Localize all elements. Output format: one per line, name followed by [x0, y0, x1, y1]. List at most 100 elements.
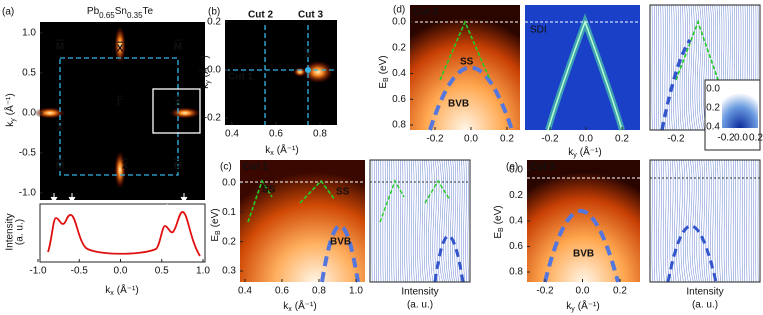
spectrum-line [707, 159, 711, 283]
x-tick-label: -0.2 [426, 134, 444, 145]
spectrum-line [671, 159, 675, 283]
x-tick-label: 0.8 [312, 286, 326, 297]
spectrum-line [692, 4, 696, 131]
spectrum-line [730, 159, 732, 283]
axis-subscript: x [110, 290, 114, 297]
axis-subscript: B [215, 230, 222, 235]
spectrum-line [660, 159, 663, 283]
y-tick-label: -0.5 [19, 148, 37, 159]
y-tick-label: 0.0 [706, 84, 720, 95]
axis-label: ky(Å⁻¹) [3, 93, 18, 126]
spectrum-line [404, 159, 406, 283]
spectrum-line [728, 159, 730, 283]
spectrum-line [658, 159, 660, 283]
y-tick-label: 0.3 [222, 266, 236, 277]
spectrum-line [391, 159, 393, 283]
axis-symbol: E [493, 232, 504, 239]
panel-label: (d) [393, 5, 405, 16]
axis-unit: (Å⁻¹) [198, 55, 211, 77]
x-tick-label: 0.8 [313, 129, 327, 140]
y-tick-label: 0.0 [392, 17, 406, 28]
inset-map [722, 84, 758, 128]
axis-unit: (Å⁻¹) [3, 93, 16, 115]
spectrum-line [438, 159, 443, 283]
axis-subscript: y [10, 118, 17, 122]
spectrum-line [443, 159, 447, 283]
spectrum-line [719, 159, 721, 283]
pocket [169, 107, 201, 119]
spectrum-line [668, 4, 671, 131]
spectrum-line [681, 4, 685, 131]
y-tick-label: 0.0 [22, 108, 36, 119]
annotation: Cut 1 [228, 72, 253, 83]
annotation: SS [336, 187, 350, 198]
spectrum-line [696, 4, 701, 131]
spectrum-line [689, 159, 694, 283]
bvb-dispersion [660, 38, 692, 131]
annotation: SS [460, 57, 474, 68]
x-tick-label: -0.2 [541, 134, 559, 145]
axis-subscript: x [288, 306, 292, 313]
y-tick-label: 0.2 [706, 103, 720, 114]
panel-label: (e) [506, 162, 518, 173]
axis-unit: (Å⁻¹) [578, 299, 600, 312]
formula-part: 0.65 [99, 11, 115, 20]
bz-point: X [305, 50, 312, 61]
spectrum-line [717, 159, 719, 283]
annotation: BVB [573, 249, 594, 260]
x-tick-label: -0.2 [717, 133, 735, 144]
spectrum-line [735, 159, 737, 283]
annotation: Cut 2 [248, 10, 273, 21]
annotation: Cut 2 [413, 7, 438, 18]
ss-dispersion [675, 19, 719, 81]
annotation: BVB [330, 237, 351, 248]
x-tick-label: 0.2 [615, 134, 629, 145]
zoom-box [152, 88, 201, 134]
spectrum-line [698, 4, 703, 131]
axis-label: kx (Å⁻¹) [283, 299, 316, 314]
spectrum-line [703, 159, 706, 283]
spectrum-line [685, 159, 689, 283]
spectrum-line [660, 4, 662, 131]
y-tick-label: 0.2 [207, 17, 221, 28]
axis-subscript: y [571, 306, 575, 313]
y-tick-label: 0.4 [706, 122, 720, 133]
y-tick-label: 0.6 [509, 241, 523, 252]
axis-label: ky(Å⁻¹) [568, 145, 601, 160]
x-tick-label: 0.2 [749, 133, 763, 144]
y-tick-label: 0.5 [22, 68, 36, 79]
spectrum-line [667, 159, 670, 283]
spectrum-line [417, 159, 420, 283]
spectrum-line [406, 159, 408, 283]
spectrum-line [651, 159, 653, 283]
bz-point: X [57, 123, 64, 134]
spectrum-line [678, 159, 682, 283]
spectrum-line [419, 159, 422, 283]
spectrum-line [465, 159, 468, 283]
spectrum-line [677, 4, 680, 131]
spectrum-line [421, 159, 424, 283]
x-tick-label: -0.2 [536, 286, 554, 297]
axis-subscript: y [205, 80, 212, 84]
spectrum-line [397, 159, 399, 283]
x-tick-label: 0.0 [114, 266, 128, 277]
y-tick-label: 0.1 [222, 207, 236, 218]
spectrum-line [450, 159, 453, 283]
spectrum-line [694, 4, 698, 131]
axis-unit: (Å⁻¹) [580, 145, 602, 158]
bz-point: M [56, 42, 64, 53]
spectrum-line [408, 159, 411, 283]
spectrum-line [653, 4, 655, 131]
spectrum-line [653, 159, 656, 283]
axis-unit: (Å⁻¹) [295, 299, 317, 312]
axis-label: (a. u.) [15, 219, 26, 245]
bz-boundary [59, 57, 179, 176]
x-tick-label: 0.0 [579, 134, 593, 145]
axis-symbol: k [568, 147, 574, 158]
x-tick-label: 0.5 [155, 266, 169, 277]
spectrum-line [415, 159, 418, 283]
spectrum-line [400, 159, 402, 283]
axis-label: Intensity [686, 287, 723, 298]
bz-point: M [174, 161, 182, 172]
axis-subscript: y [573, 152, 577, 159]
